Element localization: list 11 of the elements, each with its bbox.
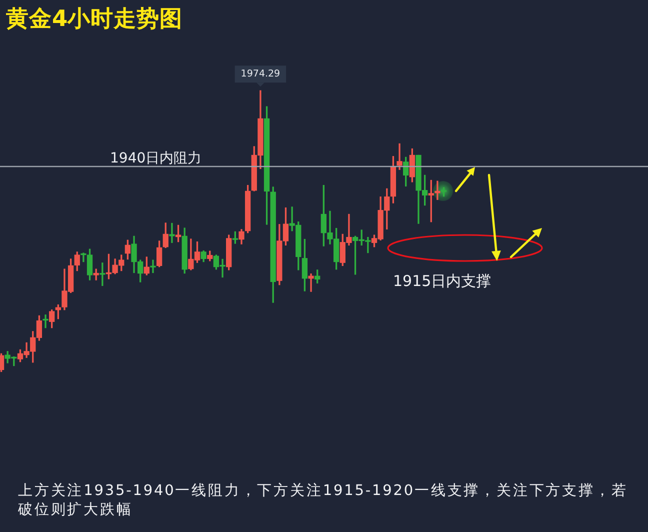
candlestick	[150, 260, 156, 274]
annotation: 1915日内支撑	[393, 271, 492, 291]
candlestick	[308, 274, 314, 292]
candlestick	[42, 314, 48, 328]
candlestick	[169, 222, 175, 243]
candlestick	[396, 143, 402, 170]
candlestick	[434, 180, 440, 200]
text: 上方关注1935-1940一线阻力，下方关注1915-1920一线支撑，关注下方支撑，若破位则扩大跌幅	[18, 482, 629, 520]
ref-line-label: 1940日内阻力	[110, 150, 202, 166]
annotation: 1974.29	[240, 68, 280, 80]
chart-title: 黄金4小时走势图	[6, 6, 183, 32]
